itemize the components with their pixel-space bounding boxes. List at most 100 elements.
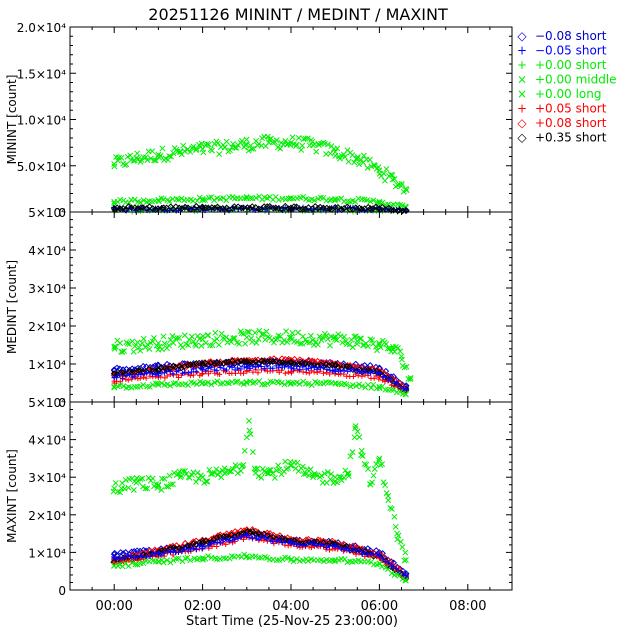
- y-tick-label: 5×10⁴: [28, 206, 66, 220]
- data-point: [380, 556, 386, 562]
- data-point: [288, 539, 295, 545]
- data-point: [388, 506, 395, 512]
- legend-label: −0.05 short: [535, 44, 607, 58]
- data-point: [390, 386, 397, 393]
- data-point: [117, 340, 124, 347]
- legend-symbol: +: [517, 44, 527, 58]
- data-point: [164, 373, 170, 379]
- data-point: [313, 338, 319, 345]
- data-point: [144, 485, 151, 492]
- data-point: [368, 384, 375, 391]
- data-point: [209, 342, 216, 349]
- data-point: [302, 543, 309, 549]
- plot-frame: [69, 26, 513, 213]
- data-point: [400, 188, 407, 195]
- data-point: [175, 549, 182, 555]
- data-point: [382, 482, 389, 489]
- data-point: [125, 553, 131, 559]
- data-point: [309, 337, 316, 344]
- data-point: [214, 336, 220, 342]
- data-point: [380, 373, 386, 379]
- y-tick-label: 1.5×10⁴: [17, 67, 66, 81]
- data-point: [165, 548, 171, 554]
- data-point: [161, 340, 168, 347]
- data-point: [111, 200, 118, 207]
- data-point: [386, 345, 393, 352]
- data-point: [334, 479, 341, 486]
- data-point: [370, 472, 377, 479]
- data-point: [305, 380, 312, 387]
- data-point: [147, 155, 154, 162]
- data-point: [319, 334, 326, 341]
- data-point: [285, 195, 292, 202]
- data-point: [131, 157, 138, 164]
- data-point: [223, 358, 231, 366]
- data-point: [246, 204, 254, 212]
- data-point: [285, 543, 291, 549]
- data-point: [390, 207, 397, 214]
- data-point: [402, 572, 408, 579]
- data-point: [253, 535, 259, 541]
- data-point: [234, 358, 242, 366]
- data-point: [288, 365, 295, 371]
- data-point: [137, 383, 144, 390]
- data-point: [193, 202, 200, 210]
- data-point: [327, 342, 333, 349]
- data-point: [308, 544, 315, 551]
- y-axis-label: MININT [count]: [5, 75, 19, 165]
- data-point: [246, 427, 253, 434]
- data-point: [379, 203, 386, 211]
- data-point: [253, 194, 260, 201]
- data-point: [248, 145, 255, 152]
- data-point: [306, 339, 313, 346]
- data-point: [168, 153, 175, 160]
- data-point: [252, 204, 259, 211]
- data-point: [124, 340, 131, 347]
- data-point: [389, 172, 396, 179]
- data-point: [256, 536, 262, 542]
- data-point: [246, 535, 252, 541]
- data-point: [121, 348, 128, 355]
- data-point: [252, 329, 258, 336]
- data-point: [207, 342, 214, 349]
- data-point: [214, 539, 220, 545]
- data-point: [376, 455, 383, 462]
- data-point: [334, 145, 341, 152]
- data-point: [323, 332, 330, 339]
- data-point: [388, 171, 394, 178]
- data-point: [382, 177, 388, 184]
- data-point: [371, 162, 378, 169]
- data-point: [320, 370, 327, 376]
- data-point: [398, 180, 405, 187]
- data-point: [126, 372, 133, 378]
- data-point: [205, 332, 212, 339]
- data-point: [136, 367, 144, 375]
- data-point: [166, 342, 173, 349]
- data-point: [151, 157, 158, 164]
- data-point: [201, 359, 209, 366]
- data-point: [376, 560, 383, 567]
- data-point: [302, 470, 309, 477]
- data-point: [155, 340, 162, 347]
- data-point: [297, 366, 303, 373]
- data-point: [398, 356, 405, 363]
- data-point: [117, 379, 123, 385]
- data-point: [296, 368, 302, 374]
- data-point: [318, 541, 324, 548]
- data-point: [332, 369, 338, 375]
- data-point: [350, 373, 357, 380]
- data-point: [110, 204, 118, 212]
- data-point: [346, 341, 353, 348]
- data-point: [147, 370, 153, 376]
- data-point: [152, 371, 158, 377]
- data-point: [331, 558, 338, 565]
- data-point: [238, 366, 244, 372]
- data-point: [332, 542, 338, 549]
- data-point: [155, 482, 162, 489]
- series--0-00-middle: [111, 551, 409, 584]
- x-tick-label: 08:00: [449, 599, 486, 614]
- data-point: [240, 330, 247, 337]
- data-point: [221, 366, 227, 372]
- data-point: [407, 374, 414, 381]
- data-point: [323, 369, 329, 376]
